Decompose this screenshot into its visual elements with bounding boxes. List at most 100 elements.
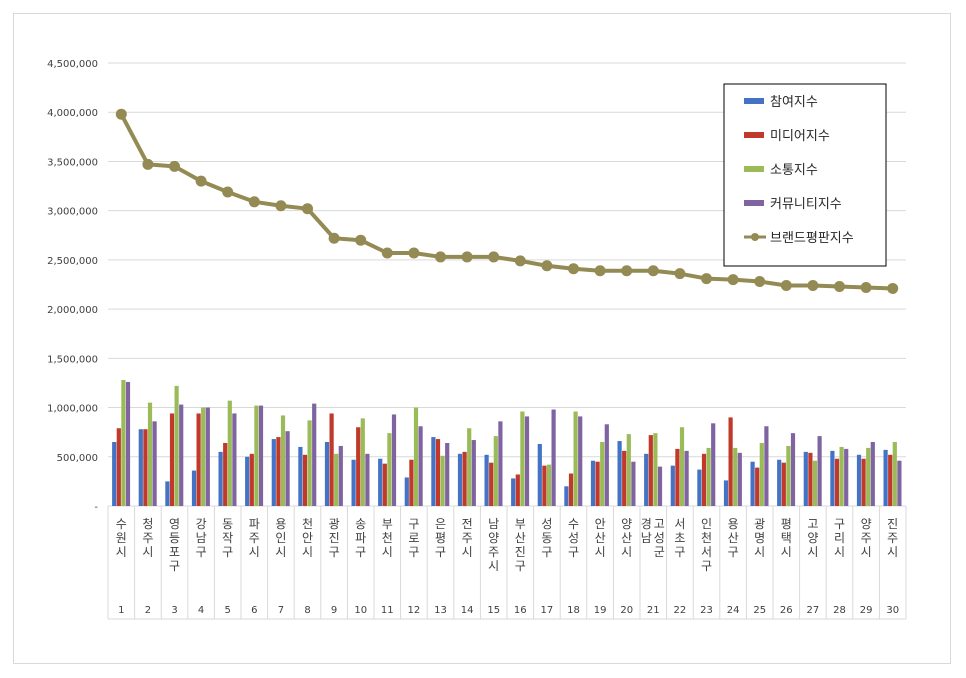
rank-label: 5 xyxy=(225,605,231,616)
line-point xyxy=(142,158,154,170)
category-label-char: 인 xyxy=(275,531,286,545)
y-tick-label: 1,000,000 xyxy=(47,404,98,415)
bar xyxy=(493,436,498,506)
line-point xyxy=(807,279,819,291)
legend-swatch xyxy=(744,98,764,104)
line-point xyxy=(674,268,686,280)
x-axis-category-boxes: 수원시1청주시2영등포구3강남구4동작구5파주시6용인시7천안시8광진구9송파구… xyxy=(107,505,907,620)
bar xyxy=(564,486,569,506)
category-label-char: 산 xyxy=(595,531,606,545)
bar xyxy=(356,427,361,506)
category-label-char: 안 xyxy=(302,531,313,545)
category-label-char: 시 xyxy=(275,545,286,559)
bar xyxy=(604,424,609,506)
line-point xyxy=(834,280,845,292)
category-label-char: 광 xyxy=(329,517,340,531)
bar xyxy=(733,447,738,506)
category-label-char: 주 xyxy=(462,531,473,545)
rank-label: 9 xyxy=(331,605,337,616)
category-label-char: 인 xyxy=(701,517,712,531)
bar xyxy=(600,442,605,506)
rank-label: 6 xyxy=(251,605,257,616)
y-tick-label: 4,500,000 xyxy=(47,59,98,70)
brand-reputation-line xyxy=(115,108,899,294)
rank-label: 13 xyxy=(434,605,447,616)
bar xyxy=(285,431,290,506)
bar xyxy=(653,433,658,506)
bar xyxy=(409,459,414,506)
bar xyxy=(817,436,822,506)
bar xyxy=(808,452,813,506)
category-label-char: 로 xyxy=(408,531,419,545)
line-point xyxy=(541,260,553,272)
category-label-char: 파 xyxy=(355,531,366,545)
category-label-char: 시 xyxy=(382,545,393,559)
line-point xyxy=(488,251,500,263)
line-point xyxy=(435,251,446,263)
legend-swatch xyxy=(744,200,764,206)
bar xyxy=(759,442,764,506)
category-label-char: 리 xyxy=(834,531,845,545)
category-label-char: 송 xyxy=(355,517,366,531)
bar xyxy=(413,407,419,506)
bar xyxy=(551,409,556,506)
category-label-char: 시 xyxy=(249,545,260,559)
category-label-char: 성 xyxy=(654,531,665,545)
bar xyxy=(489,462,494,506)
bar xyxy=(870,442,875,506)
rank-label: 18 xyxy=(567,605,580,616)
category-label-char: 구 xyxy=(169,559,180,573)
line-point xyxy=(860,281,872,293)
bar xyxy=(834,458,840,506)
bar xyxy=(351,459,356,506)
line-point xyxy=(115,108,127,120)
bar xyxy=(524,416,530,506)
bar xyxy=(546,464,552,506)
bar xyxy=(679,427,685,506)
bar xyxy=(471,440,476,506)
category-label-char: 천 xyxy=(382,530,393,545)
bar xyxy=(457,453,463,506)
bar xyxy=(892,442,897,506)
bar xyxy=(382,463,387,506)
category-label-char: 시 xyxy=(595,545,606,559)
y-tick-label: 500,000 xyxy=(57,453,98,464)
bar xyxy=(520,411,525,506)
bar xyxy=(839,446,844,506)
bar xyxy=(573,411,578,506)
bar xyxy=(657,466,663,506)
line-point xyxy=(754,276,766,288)
category-label-char: 택 xyxy=(781,531,792,545)
rank-label: 3 xyxy=(171,605,177,616)
legend-swatch-marker xyxy=(751,233,759,241)
bar xyxy=(121,379,126,506)
y-tick-label: 2,500,000 xyxy=(47,256,98,267)
bar xyxy=(467,428,472,506)
line-point xyxy=(408,247,420,259)
bar xyxy=(670,465,675,506)
category-label-char: 산 xyxy=(728,531,739,545)
bar xyxy=(711,423,716,506)
bar xyxy=(245,456,250,506)
bar xyxy=(147,402,153,506)
category-label-char: 성 xyxy=(541,517,552,531)
rank-label: 24 xyxy=(727,605,740,616)
category-label-char: 고 xyxy=(807,517,818,531)
bar xyxy=(888,454,893,506)
line-point xyxy=(169,160,180,172)
category-label-char: 영 xyxy=(169,517,180,531)
bar xyxy=(844,448,849,506)
category-label-char: 주 xyxy=(142,531,153,545)
bars xyxy=(112,379,902,506)
bar xyxy=(644,453,649,506)
rank-label: 23 xyxy=(700,605,713,616)
line-point xyxy=(461,251,473,263)
bar xyxy=(431,437,436,506)
bar xyxy=(883,449,888,506)
bar xyxy=(280,415,286,506)
category-label-char: 남 xyxy=(488,517,499,531)
bar xyxy=(445,442,450,506)
category-label-char: 초 xyxy=(674,531,685,545)
category-label-char: 동 xyxy=(222,517,233,531)
